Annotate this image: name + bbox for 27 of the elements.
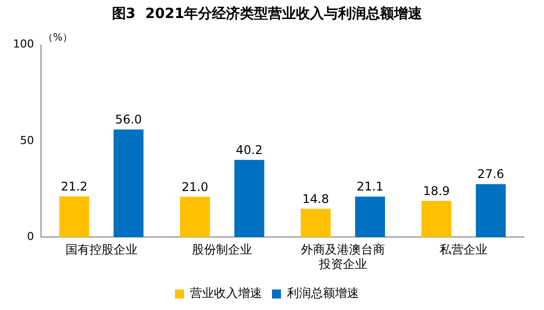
- bar: [300, 208, 331, 238]
- legend-label: 利润总额增速: [287, 286, 359, 300]
- data-label: 21.1: [356, 180, 384, 194]
- legend-label: 营业收入增速: [190, 286, 262, 300]
- bar: [59, 196, 90, 238]
- chart-title: 图3 2021年分经济类型营业收入与利润总额增速: [112, 5, 424, 22]
- y-tick-label: 100: [12, 38, 34, 51]
- data-label: 14.8: [302, 192, 330, 206]
- x-tick-label: 私营企业: [440, 242, 488, 257]
- data-label: 21.0: [182, 180, 208, 194]
- y-tick-label: 0: [26, 230, 34, 244]
- y-tick-label: 50: [20, 134, 34, 147]
- bar: [180, 196, 210, 238]
- bar: [114, 129, 144, 238]
- bar: [476, 184, 506, 238]
- data-label: 18.9: [423, 184, 450, 198]
- bar: [234, 160, 264, 238]
- y-axis-title: （%）: [42, 32, 73, 44]
- bar: [355, 196, 385, 238]
- x-tick-label: 外商及港澳台商投资企业: [300, 242, 385, 271]
- bar: [422, 200, 452, 238]
- data-label: 27.6: [477, 167, 504, 182]
- x-tick-label: 股份制企业: [192, 242, 252, 257]
- x-tick-label: 国有控股企业: [65, 242, 138, 257]
- data-label: 40.2: [236, 142, 263, 157]
- data-label: 56.0: [115, 112, 142, 127]
- data-label: 21.2: [60, 180, 88, 194]
